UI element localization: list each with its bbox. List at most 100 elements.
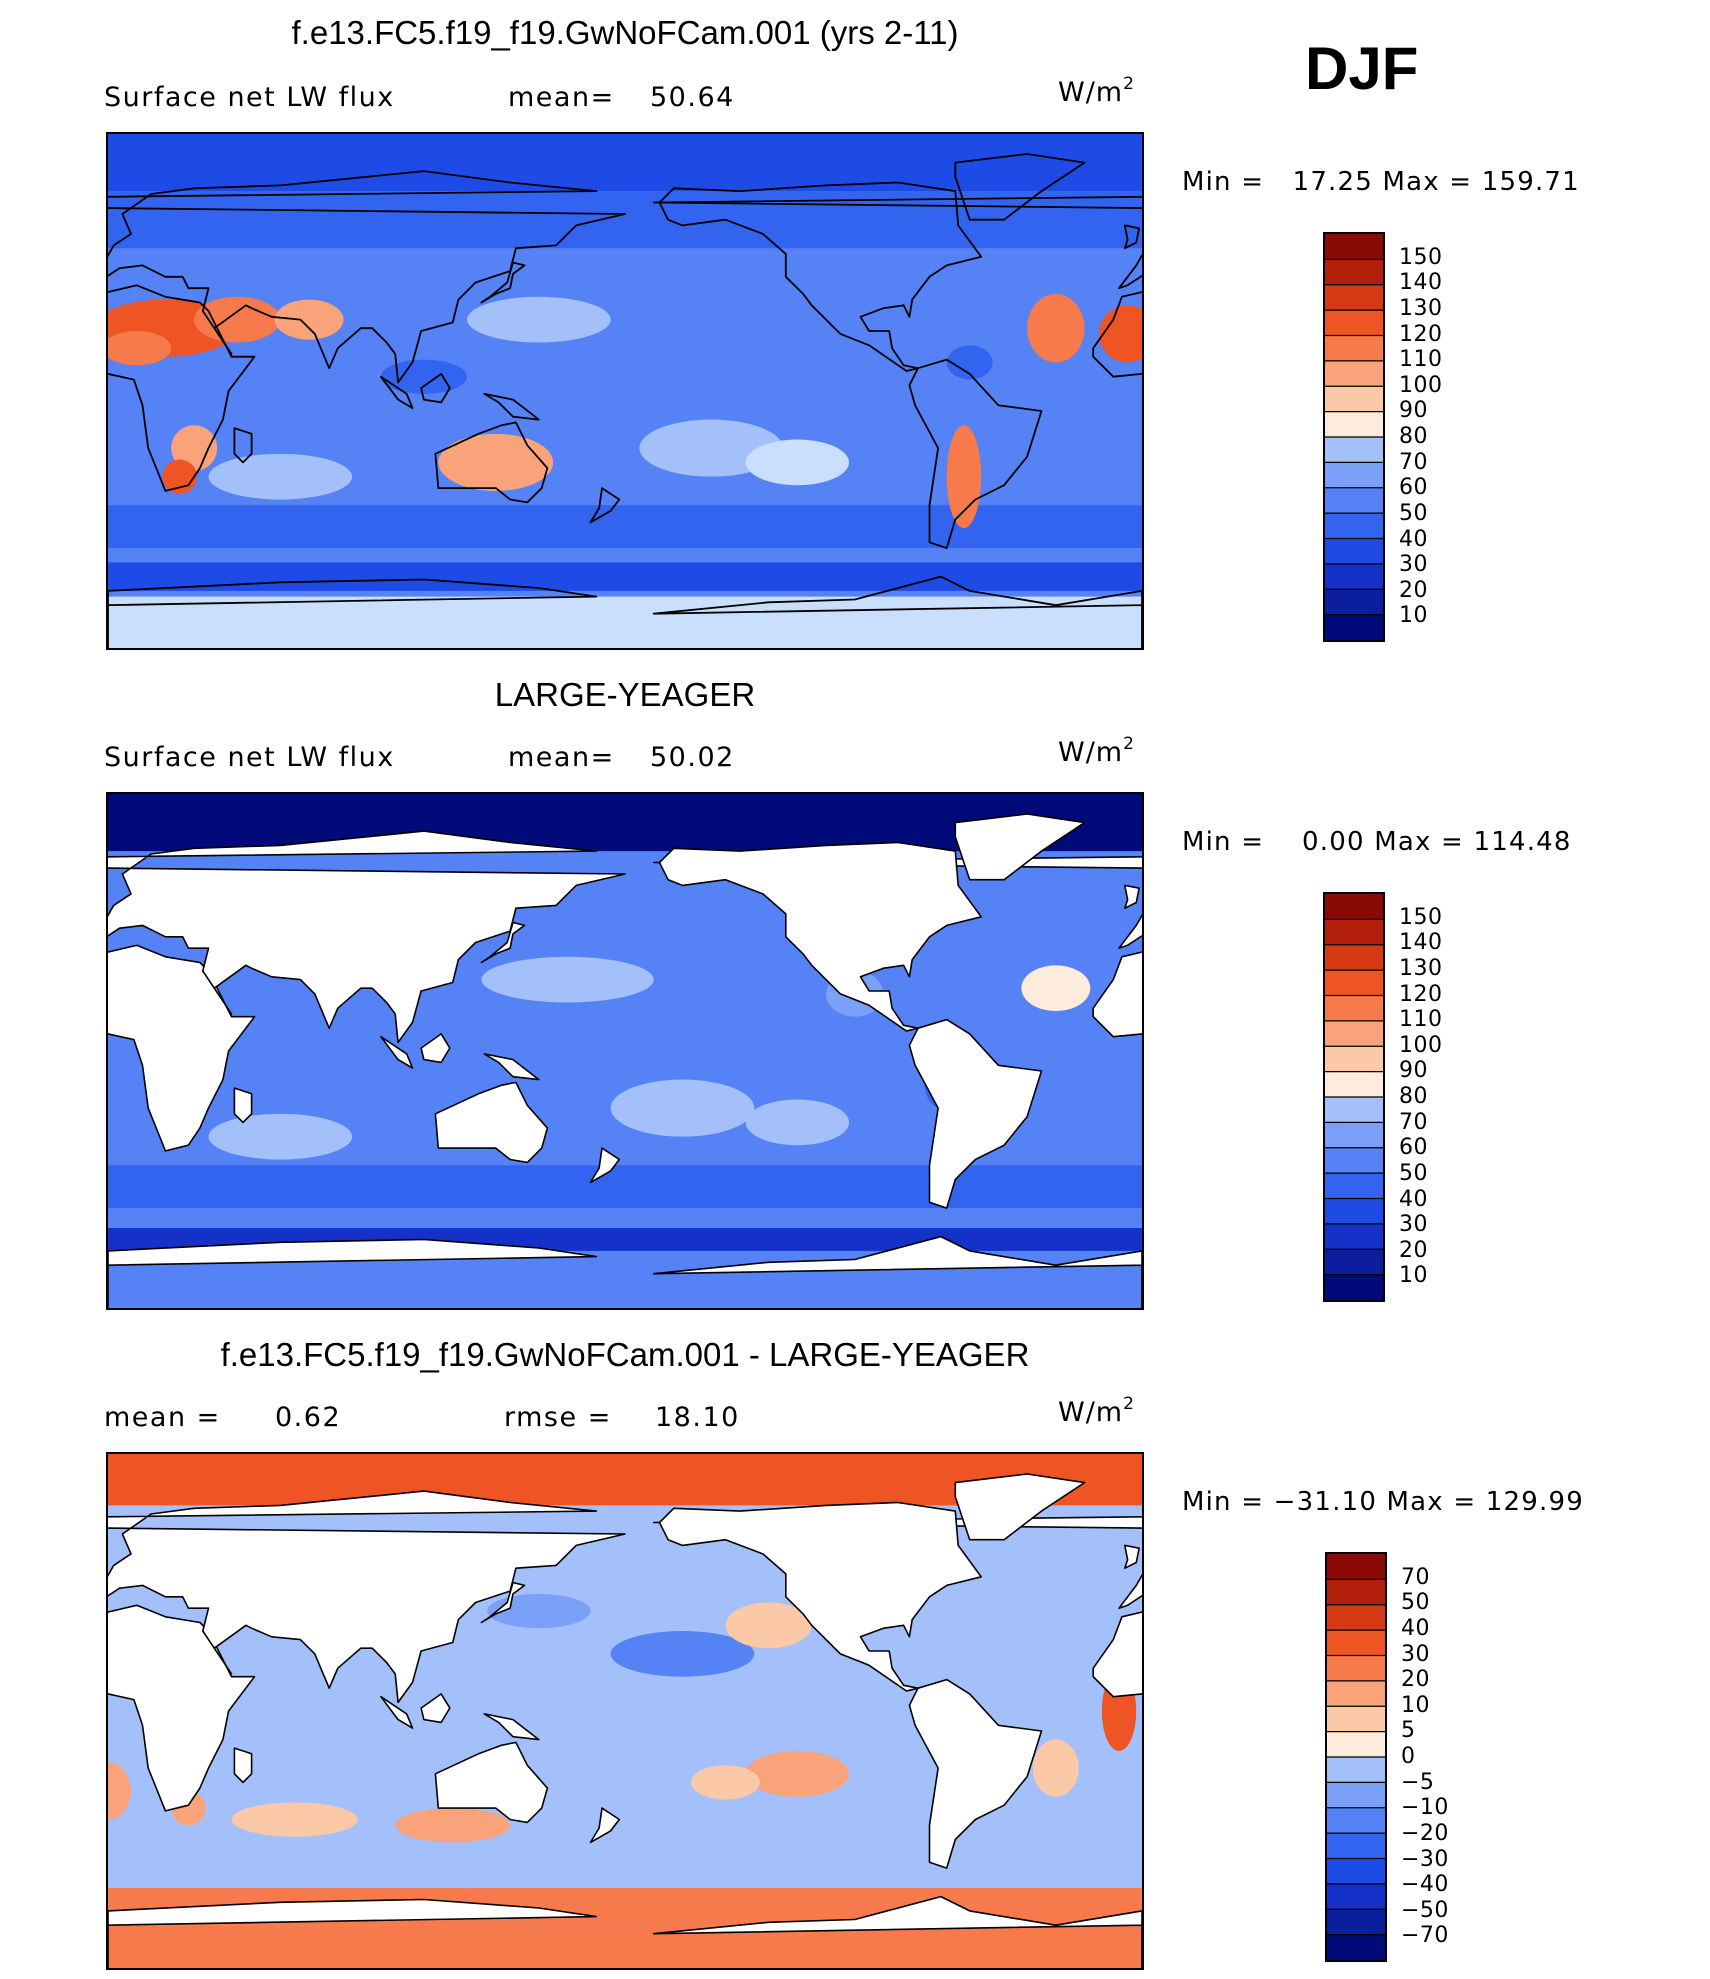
coastline-newguinea — [483, 1053, 540, 1081]
field-contour — [108, 331, 172, 366]
colorbar-label: −50 — [1401, 1897, 1449, 1923]
colorbar-segment — [1325, 513, 1383, 539]
colorbar-segment — [1327, 1934, 1385, 1960]
colorbar-label: 60 — [1399, 1135, 1428, 1161]
colorbar-label: 30 — [1399, 552, 1428, 578]
field-contour — [208, 1113, 353, 1160]
colorbar-segment — [1325, 259, 1383, 286]
colorbar-segment — [1327, 1909, 1385, 1936]
coastline-madagascar — [233, 427, 253, 464]
coastline-africa — [108, 284, 256, 492]
coastline-antarctica — [652, 1895, 1142, 1968]
colorbar-segment — [1327, 1858, 1385, 1885]
panel2-title: LARGE-YEAGER — [494, 676, 756, 713]
field-contour — [610, 1079, 755, 1137]
coastline-madagascar — [233, 1747, 253, 1784]
panel3-rmse-label: rmse = — [504, 1402, 612, 1433]
panel3-units: W/m2 — [1058, 1394, 1134, 1428]
colorbar-label: 120 — [1399, 981, 1443, 1007]
coastline-newguinea — [483, 393, 540, 421]
coastline-borneo — [420, 1033, 451, 1064]
coastline-madagascar — [233, 1087, 253, 1124]
panel3-min-max: Min = −31.10 Max = 129.99 — [1182, 1487, 1584, 1517]
colorbar-label: 0 — [1401, 1744, 1416, 1769]
colorbar-label: 140 — [1399, 270, 1443, 296]
field-contour — [208, 453, 353, 500]
panel3-colorbar — [1325, 1552, 1387, 1962]
panel1-field-label: Surface net LW flux — [104, 82, 395, 113]
field-contour — [691, 1765, 760, 1800]
field-contour — [1021, 965, 1091, 1012]
coastline-africa — [1092, 1611, 1142, 1698]
colorbar-segment — [1325, 1173, 1383, 1199]
colorbar-label: 100 — [1399, 372, 1443, 398]
field-contour — [946, 345, 993, 380]
field-band — [108, 562, 1142, 591]
colorbar-segment — [1327, 1680, 1385, 1707]
colorbar-segment — [1325, 614, 1383, 640]
panel1-mean-label: mean= — [508, 82, 615, 113]
coastline-antarctica — [108, 1238, 598, 1308]
coastline-europe_asia — [108, 170, 626, 384]
coastline-nz — [589, 1807, 621, 1844]
colorbar-segment — [1325, 1046, 1383, 1073]
colorbar-label: 50 — [1399, 500, 1428, 526]
field-contour — [725, 1602, 812, 1649]
coastline-sumatra — [380, 375, 414, 409]
coastline-s_america — [908, 358, 1043, 549]
colorbar-label: 30 — [1399, 1212, 1428, 1238]
field-band — [108, 134, 1142, 192]
panel2-min-max: Min = 0.00 Max = 114.48 — [1182, 827, 1572, 857]
field-contour — [395, 1808, 511, 1843]
units-base: W/m — [1058, 1397, 1124, 1428]
panel1-map — [106, 132, 1144, 650]
coastline-antarctica — [652, 1235, 1142, 1308]
colorbar-label: 80 — [1399, 1084, 1428, 1109]
colorbar-segment — [1325, 360, 1383, 387]
panel2-colorbar — [1323, 892, 1385, 1302]
panel2-units: W/m2 — [1058, 734, 1134, 768]
colorbar-segment — [1327, 1630, 1385, 1656]
season-label: DJF — [1305, 35, 1419, 102]
coastline-newguinea — [483, 1713, 540, 1741]
colorbar-label: −10 — [1401, 1795, 1449, 1821]
field-contour — [231, 1802, 358, 1837]
field-contour — [1032, 1739, 1079, 1797]
colorbar-label: 130 — [1399, 955, 1443, 981]
colorbar-label: 40 — [1399, 1186, 1428, 1212]
colorbar-segment — [1325, 437, 1383, 463]
field-band — [108, 596, 1142, 648]
colorbar-segment — [1325, 589, 1383, 616]
field-band — [108, 1925, 1142, 1968]
field-contour — [745, 439, 850, 486]
panel1-units: W/m2 — [1058, 74, 1134, 108]
coastline-nz — [589, 1147, 621, 1184]
panel1-mean-value: 50.64 — [650, 82, 735, 113]
coastline-s_america — [908, 1018, 1043, 1209]
colorbar-label: −70 — [1401, 1923, 1449, 1949]
colorbar-segment — [1325, 284, 1383, 311]
colorbar-label: 60 — [1399, 475, 1428, 501]
coastline-africa — [1092, 951, 1142, 1038]
coastline-uk — [1124, 1544, 1140, 1569]
coastline-australia — [434, 421, 549, 504]
coastline-greenland — [954, 813, 1086, 881]
colorbar-label: 70 — [1399, 1109, 1428, 1135]
colorbar-segment — [1327, 1883, 1385, 1910]
colorbar-label: 50 — [1401, 1590, 1430, 1616]
colorbar-label: 80 — [1399, 424, 1428, 449]
coastline-japan — [480, 261, 526, 304]
units-exponent: 2 — [1123, 734, 1134, 754]
colorbar-label: 20 — [1399, 577, 1428, 603]
colorbar-label: 20 — [1401, 1667, 1430, 1693]
panel3-map — [106, 1452, 1144, 1970]
panel1-colorbar — [1323, 232, 1385, 642]
colorbar-segment — [1325, 1223, 1383, 1250]
colorbar-label: 40 — [1399, 526, 1428, 552]
colorbar-segment — [1325, 1020, 1383, 1047]
colorbar-segment — [1327, 1579, 1385, 1606]
colorbar-segment — [1325, 538, 1383, 565]
coastline-europe_asia — [652, 1515, 1142, 1609]
coastline-s_america — [908, 1678, 1043, 1869]
colorbar-label: −30 — [1401, 1846, 1449, 1872]
